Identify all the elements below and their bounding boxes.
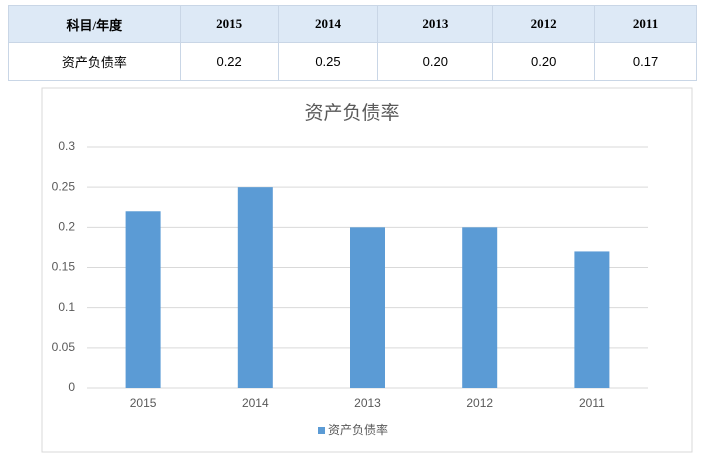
table-cell: 2012 (492, 5, 596, 43)
x-tick-label: 2015 (130, 396, 157, 410)
y-tick-label: 0.3 (58, 139, 75, 153)
bar (125, 211, 161, 388)
y-tick-label: 0.25 (52, 179, 76, 193)
table-cell: 2011 (594, 5, 697, 43)
y-tick-label: 0.05 (52, 340, 76, 354)
table-cell: 0.20 (492, 42, 596, 81)
x-tick-label: 2013 (354, 396, 381, 410)
table-cell: 资产负债率 (8, 42, 181, 81)
y-tick-label: 0.2 (58, 220, 75, 234)
table-cell: 0.22 (179, 42, 279, 81)
bar (462, 227, 498, 388)
legend-label: 资产负债率 (328, 422, 388, 437)
bar (237, 187, 273, 388)
table-cell: 2013 (377, 5, 494, 43)
bar (574, 251, 610, 388)
legend-swatch (318, 427, 325, 434)
x-tick-label: 2011 (579, 396, 605, 410)
x-tick-label: 2012 (466, 396, 493, 410)
y-tick-label: 0.1 (58, 300, 75, 314)
bar (350, 227, 385, 388)
table-cell: 科目/年度 (8, 5, 181, 43)
chart-title: 资产负债率 (304, 102, 399, 124)
x-tick-label: 2014 (242, 396, 269, 410)
table-cell: 0.25 (277, 42, 379, 81)
y-tick-label: 0.15 (52, 260, 76, 274)
table-row: 科目/年度 2015 2014 2013 2012 2011 (8, 5, 697, 43)
y-tick-label: 0 (68, 380, 75, 394)
table-row: 资产负债率 0.22 0.25 0.20 0.20 0.17 (8, 42, 697, 81)
data-table: 科目/年度 2015 2014 2013 2012 2011 资产负债率 0.22 0.25 0.… (8, 5, 697, 81)
table-cell: 0.20 (377, 42, 494, 81)
table-cell: 0.17 (594, 42, 697, 81)
